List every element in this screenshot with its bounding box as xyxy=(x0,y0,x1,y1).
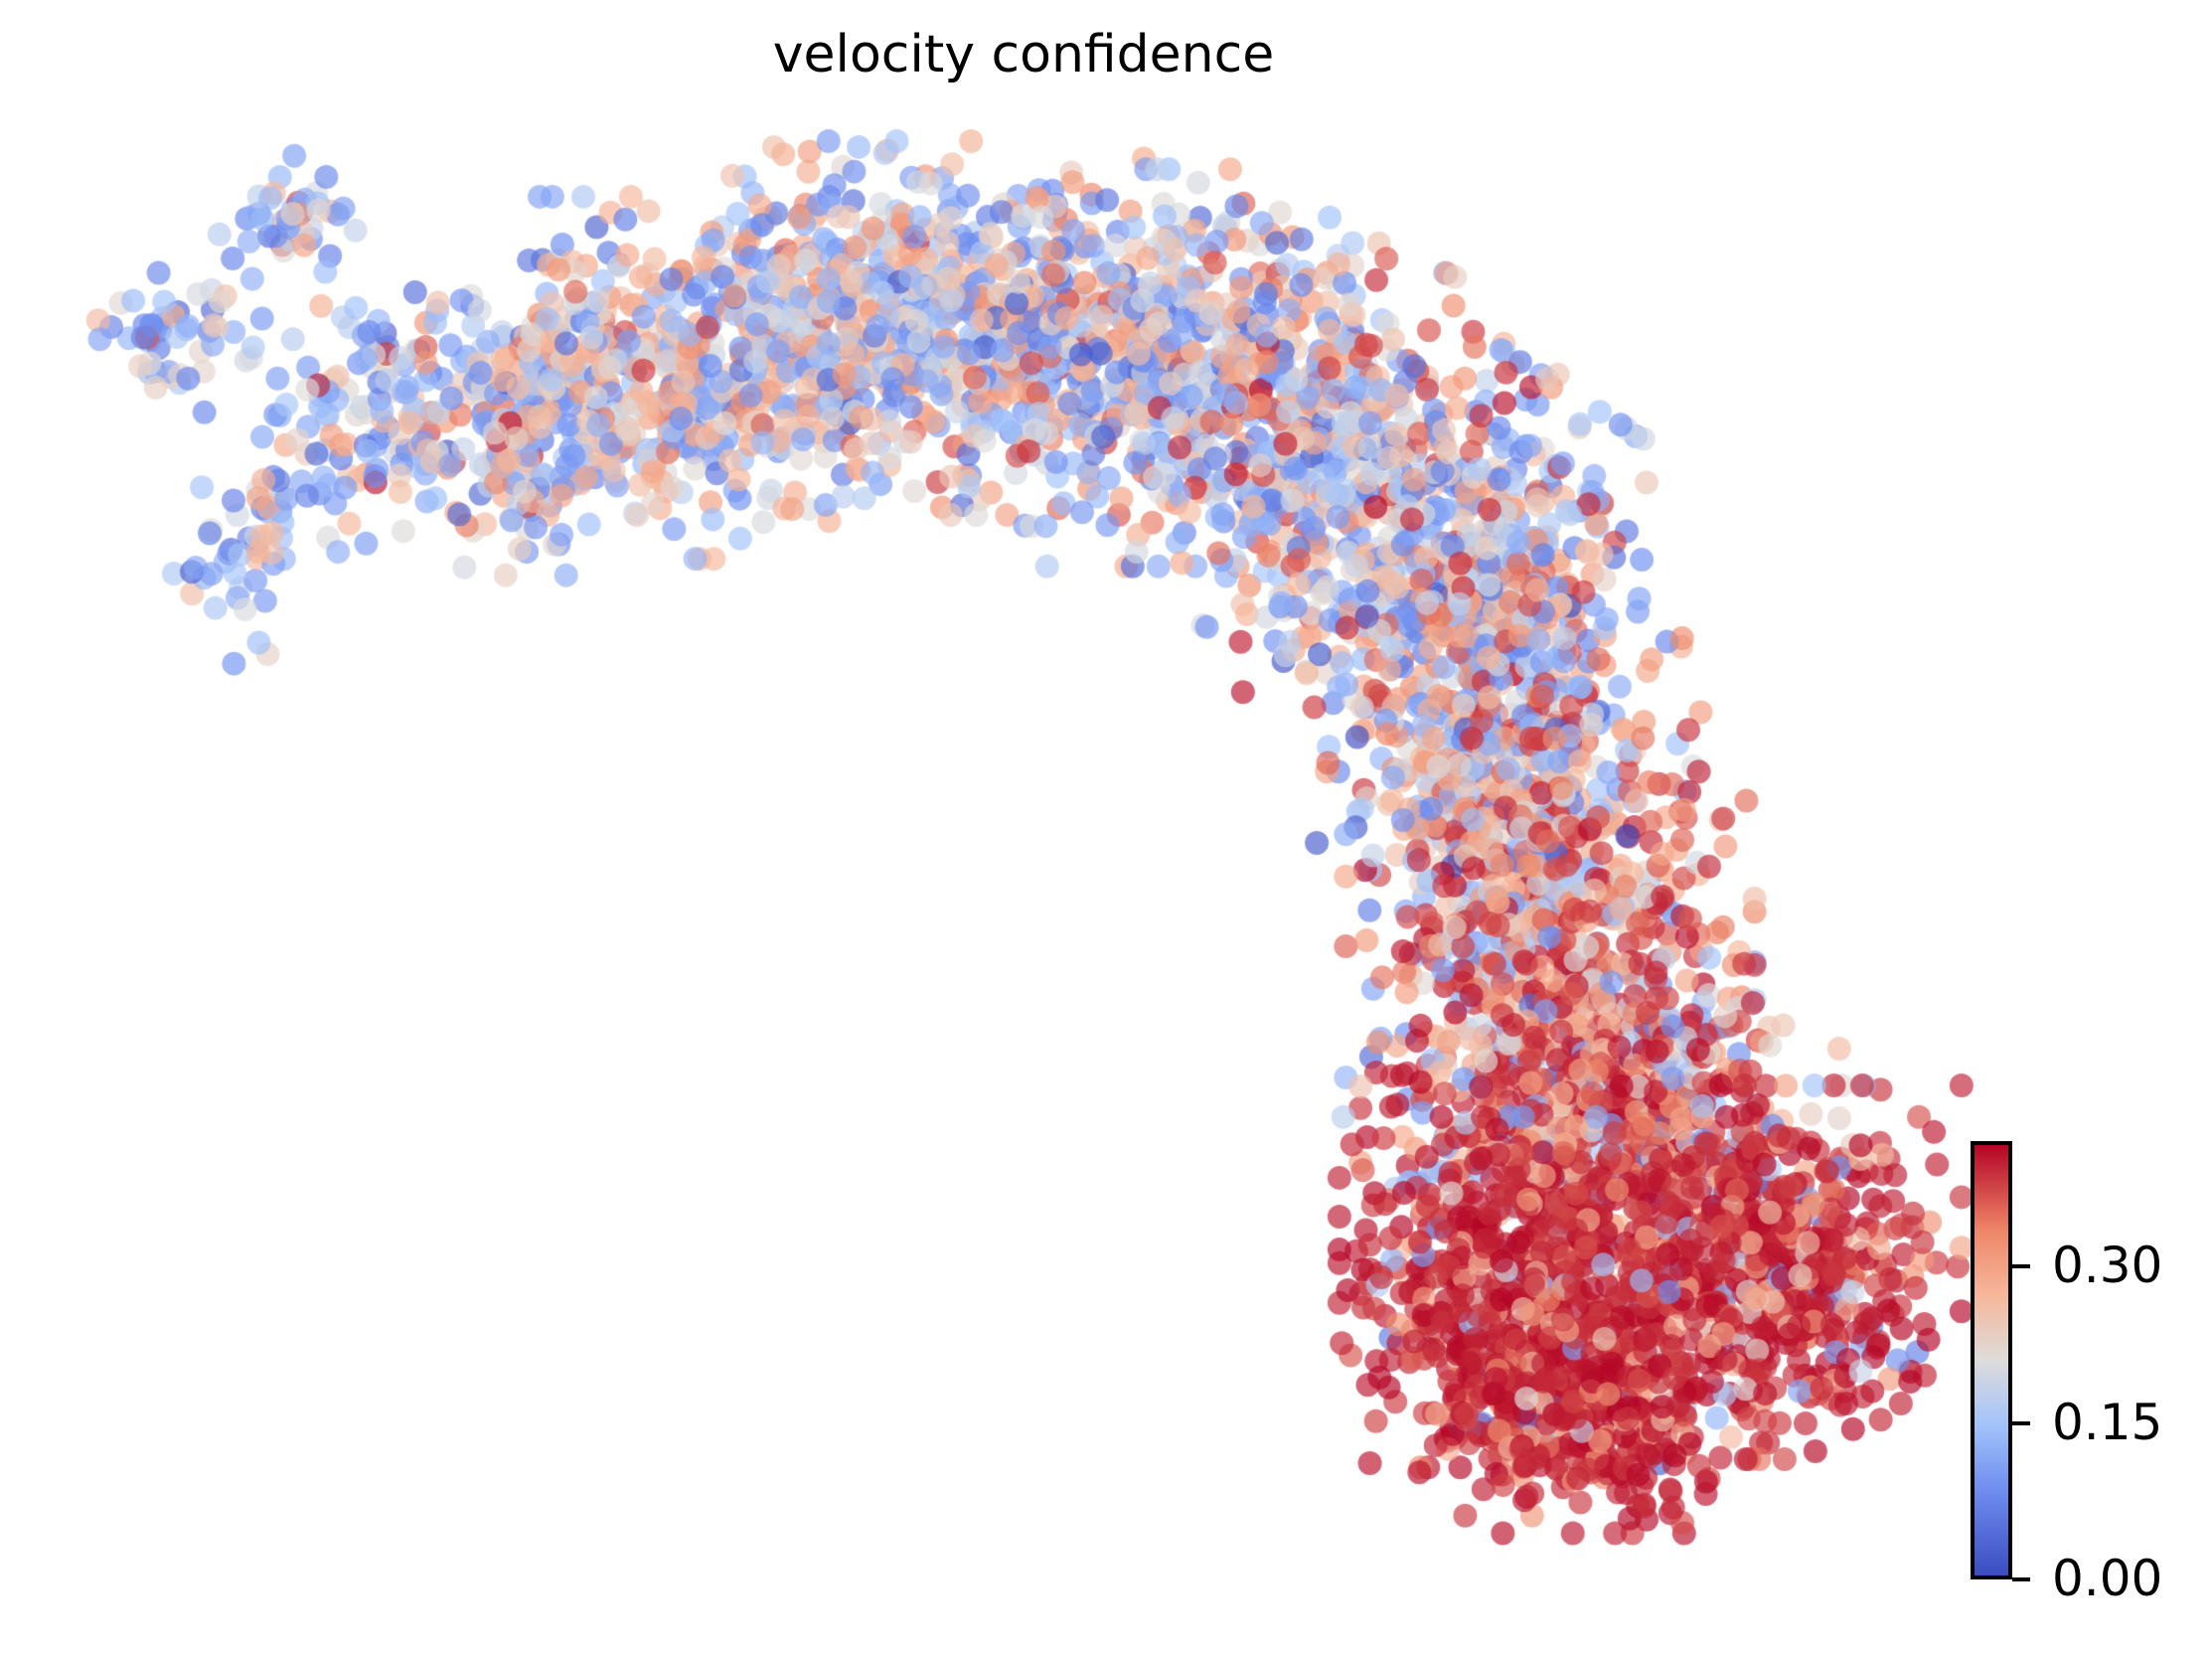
colorbar-tick-mark xyxy=(2012,1577,2030,1581)
colorbar-tick-label: 0.30 xyxy=(2052,1237,2163,1294)
colorbar-tick-label: 0.15 xyxy=(2052,1393,2163,1451)
colorbar-tick-mark xyxy=(2012,1420,2030,1425)
colorbar-tick-mark xyxy=(2012,1264,2030,1268)
colorbar-tick-label: 0.00 xyxy=(2052,1550,2163,1607)
colorbar: 0.30 0.15 0.00 xyxy=(1971,1141,2162,1607)
colorbar-gradient xyxy=(1971,1141,2012,1579)
chart-title: velocity confidence xyxy=(772,25,1275,84)
